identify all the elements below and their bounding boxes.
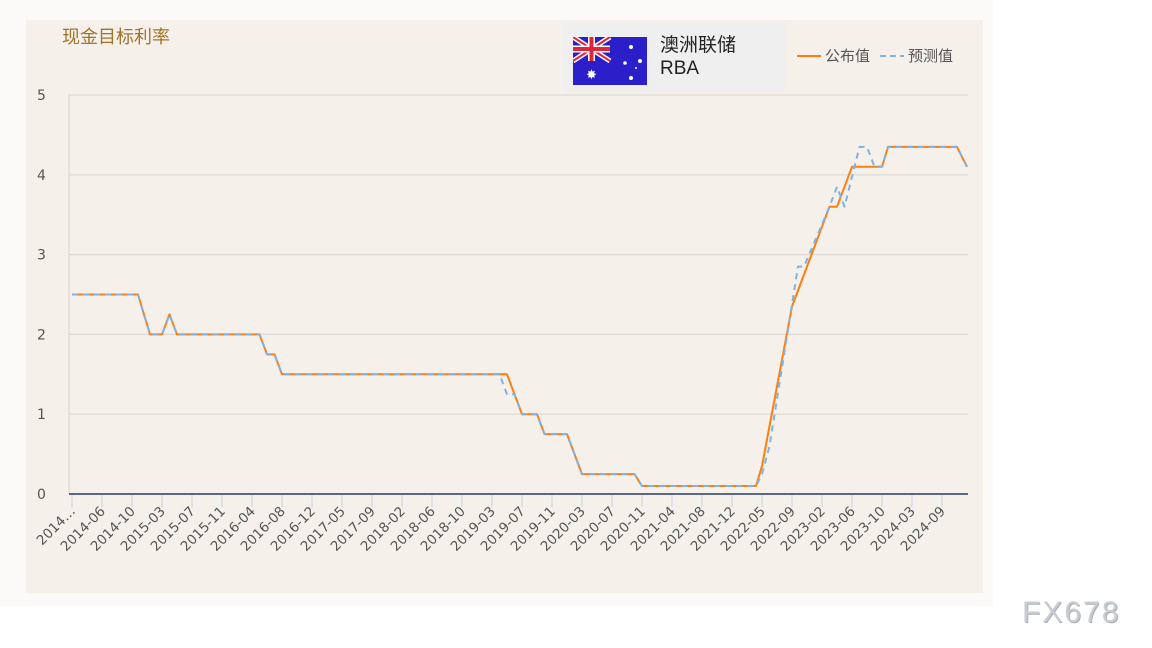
watermark: FX678: [1022, 596, 1121, 629]
y-tick-label: 1: [37, 407, 46, 423]
legend-label-actual: 公布值: [825, 47, 871, 65]
solid-line-icon: [797, 54, 821, 57]
bank-name: 澳洲联储: [660, 34, 737, 56]
chart-panel: [26, 20, 983, 593]
svg-text:✸: ✸: [586, 68, 597, 83]
y-tick-label: 3: [37, 248, 46, 264]
y-tick-label: 4: [37, 168, 46, 184]
dashed-line-icon: [880, 54, 905, 57]
series-legend: 公布值 预测值: [797, 45, 963, 66]
y-tick-label: 5: [37, 88, 46, 104]
legend-item-actual[interactable]: 公布值: [797, 45, 870, 66]
chart-title: 现金目标利率: [62, 27, 170, 48]
legend-label-forecast: 预测值: [908, 47, 954, 65]
bank-legend-box: ✸ 澳洲联储 RBA: [562, 22, 785, 92]
y-tick-label: 0: [37, 487, 46, 503]
bank-code: RBA: [660, 58, 700, 79]
line-chart: 0123452014…2014-062014-102015-032015-072…: [34, 88, 968, 555]
australia-flag-icon: ✸: [573, 37, 647, 85]
y-tick-label: 2: [37, 327, 46, 343]
legend-item-forecast[interactable]: 预测值: [880, 45, 953, 66]
forecast-rate-line: [72, 145, 968, 487]
